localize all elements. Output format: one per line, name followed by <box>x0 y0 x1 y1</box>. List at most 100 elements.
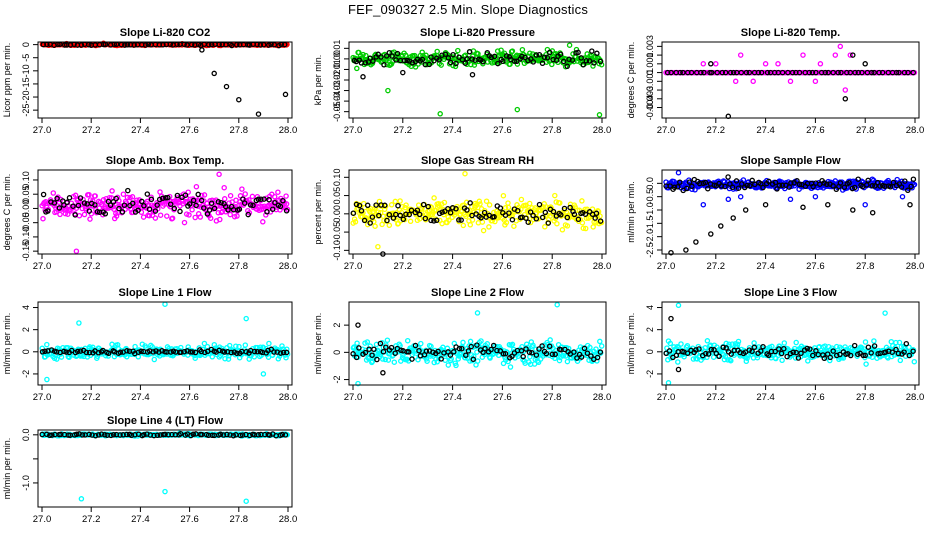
x-tick-label: 27.8 <box>543 261 562 272</box>
black-point <box>847 352 854 359</box>
x-tick-label: 27.4 <box>131 261 150 272</box>
colored-point <box>455 47 461 54</box>
y-tick-label: -0.003 <box>645 86 655 112</box>
black-point <box>152 208 159 214</box>
colored-point <box>514 106 521 113</box>
colored-point <box>76 320 82 326</box>
colored-point <box>460 222 467 229</box>
black-point <box>693 239 699 245</box>
colored-point <box>700 61 707 67</box>
black-point <box>261 196 267 202</box>
black-point <box>851 184 858 191</box>
black-point <box>169 431 175 438</box>
black-point <box>66 195 73 201</box>
black-point <box>842 96 849 102</box>
black-point <box>75 202 82 209</box>
colored-point <box>372 223 378 229</box>
black-point <box>54 195 60 202</box>
colored-point <box>737 52 744 58</box>
black-point <box>567 204 573 211</box>
black-point <box>664 69 671 76</box>
black-point <box>542 209 549 216</box>
black-point <box>525 219 531 225</box>
black-point <box>545 220 552 226</box>
y-tick-label: -0.004 <box>645 95 655 121</box>
colored-point <box>50 190 57 196</box>
black-point <box>414 207 421 213</box>
black-point <box>220 432 227 438</box>
black-point <box>64 199 70 206</box>
black-point <box>708 69 715 76</box>
black-point <box>529 350 535 356</box>
black-point <box>779 69 786 76</box>
y-tick-label: -2 <box>21 370 31 378</box>
black-point <box>502 350 509 357</box>
black-point <box>549 351 556 358</box>
colored-point <box>596 112 603 118</box>
data-points <box>350 170 605 257</box>
y-tick-label: -0.04 <box>332 91 342 112</box>
black-point <box>718 223 724 229</box>
black-point <box>48 347 55 353</box>
black-point <box>578 354 585 360</box>
y-tick-label: 0.10 <box>21 171 31 189</box>
black-point <box>688 69 695 76</box>
colored-point <box>467 338 474 345</box>
black-point <box>552 351 558 358</box>
colored-point <box>365 355 372 362</box>
colored-point <box>204 343 211 350</box>
colored-point <box>99 201 105 207</box>
x-tick-label: 27.2 <box>707 125 726 136</box>
colored-point <box>869 354 876 360</box>
y-tick-label: -0.05 <box>332 101 342 122</box>
black-point <box>445 55 452 61</box>
colored-point <box>360 51 366 58</box>
colored-point <box>566 42 573 48</box>
colored-point <box>243 315 249 322</box>
colored-point <box>702 345 708 351</box>
colored-point <box>460 339 466 346</box>
black-point <box>456 54 462 60</box>
black-point <box>433 217 440 224</box>
x-tick-label: 27.0 <box>33 392 52 403</box>
black-point <box>70 203 76 209</box>
black-point <box>86 431 92 438</box>
chart-title: Slope Gas Stream RH <box>421 155 534 167</box>
black-point <box>722 69 729 76</box>
x-tick-label: 27.6 <box>493 125 512 136</box>
y-tick-label: 2 <box>21 327 31 332</box>
black-point <box>846 180 852 186</box>
black-point <box>45 208 51 214</box>
black-point <box>905 69 911 76</box>
black-point <box>851 342 858 349</box>
colored-point <box>185 189 191 195</box>
black-point <box>747 182 753 189</box>
y-tick-label: -20 <box>21 91 31 104</box>
black-point <box>128 432 135 439</box>
colored-point <box>373 204 379 210</box>
colored-point <box>678 341 684 347</box>
black-point <box>593 210 600 217</box>
x-tick-label: 28.0 <box>906 261 925 272</box>
colored-point <box>186 212 192 218</box>
black-point <box>765 352 772 359</box>
black-point <box>218 199 224 206</box>
black-point <box>725 174 731 180</box>
plot-frame <box>348 41 607 119</box>
chart-7: Slope Line 1 Flow ml/min per min. 27.0 27.2… <box>2 287 297 403</box>
black-point <box>394 50 401 57</box>
black-point <box>386 211 393 218</box>
black-point <box>280 197 286 204</box>
black-point <box>369 352 375 358</box>
colored-point <box>388 202 395 208</box>
black-point <box>217 431 224 438</box>
colored-point <box>451 212 458 218</box>
chart-title: Slope Line 2 Flow <box>431 287 524 299</box>
y-tick-label: -5 <box>21 54 31 62</box>
black-point <box>680 69 686 76</box>
colored-point <box>431 195 437 201</box>
black-point <box>796 181 803 188</box>
black-point <box>730 215 736 221</box>
x-tick-label: 27.0 <box>33 125 52 136</box>
black-point <box>447 59 454 66</box>
